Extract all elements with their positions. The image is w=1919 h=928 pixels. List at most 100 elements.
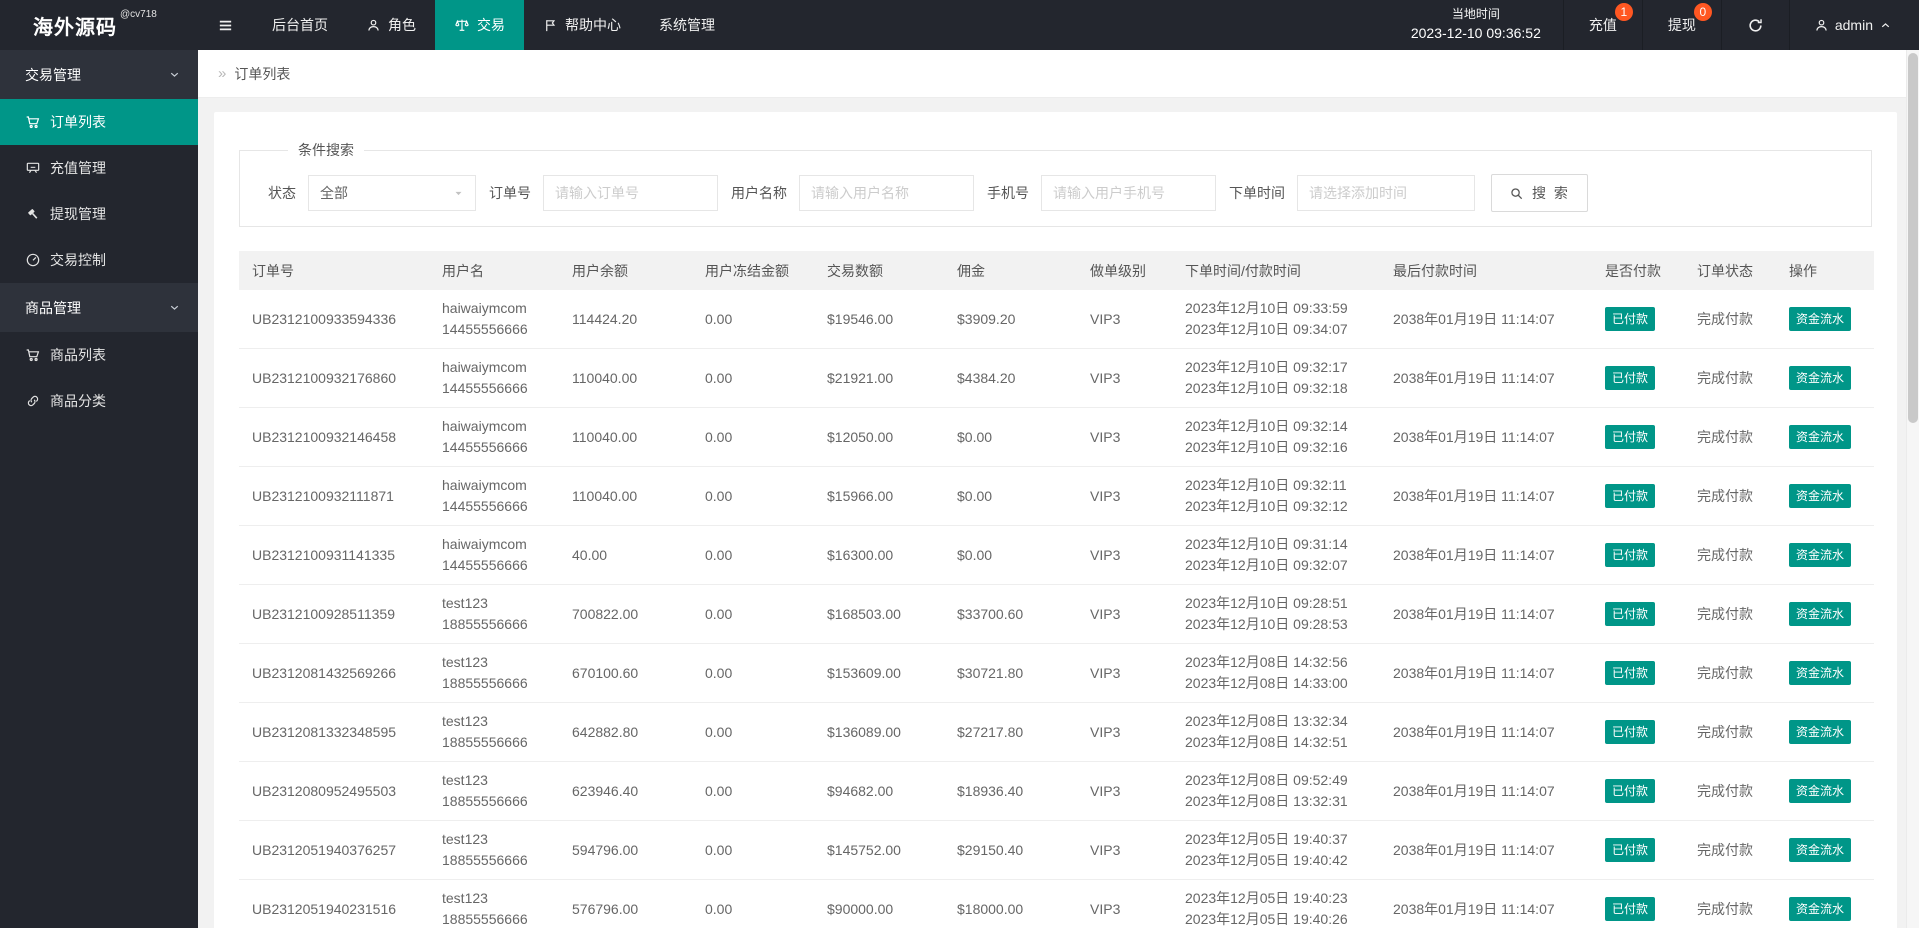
- pay-time: 2023年12月10日 09:32:07: [1185, 557, 1348, 573]
- fund-flow-button[interactable]: 资金流水: [1789, 602, 1852, 626]
- cell-actions: 资金流水: [1776, 820, 1874, 880]
- chevron-down-icon: [168, 68, 181, 81]
- sidebar-item-product-list[interactable]: 商品列表: [0, 332, 198, 378]
- nav-label: 交易: [477, 17, 505, 33]
- cell-paid: 已付款: [1592, 584, 1684, 644]
- cell-level: VIP3: [1077, 348, 1172, 408]
- cell-frozen: 0.00: [692, 525, 814, 585]
- paid-status-badge: 已付款: [1605, 720, 1656, 744]
- user-menu[interactable]: admin: [1788, 0, 1919, 50]
- cell-order-pay-time: 2023年12月05日 19:40:23 2023年12月05日 19:40:2…: [1172, 879, 1380, 928]
- sidebar-group-product-management[interactable]: 商品管理: [0, 283, 198, 332]
- cell-last-pay-time: 2038年01月19日 11:14:07: [1380, 879, 1592, 928]
- nav-label: 系统管理: [659, 17, 715, 33]
- order-time: 2023年12月08日 14:32:56: [1185, 654, 1348, 670]
- cell-amount: $94682.00: [814, 761, 944, 821]
- pay-time: 2023年12月10日 09:28:53: [1185, 616, 1348, 632]
- cell-last-pay-time: 2038年01月19日 11:14:07: [1380, 820, 1592, 880]
- sidebar-item-product-category[interactable]: 商品分类: [0, 378, 198, 424]
- link-icon: [24, 393, 41, 409]
- cell-commission: $33700.60: [944, 584, 1077, 644]
- cell-frozen: 0.00: [692, 466, 814, 526]
- cell-level: VIP3: [1077, 584, 1172, 644]
- cell-paid: 已付款: [1592, 348, 1684, 408]
- gavel-icon: [24, 206, 41, 222]
- withdraw-link[interactable]: 提现 0: [1641, 0, 1721, 50]
- cell-order-no: UB2312100932176860: [239, 348, 429, 408]
- table-header-cell: 用户名: [429, 251, 559, 290]
- fund-flow-button[interactable]: 资金流水: [1789, 307, 1852, 331]
- cell-commission: $0.00: [944, 407, 1077, 467]
- scrollbar-track[interactable]: [1906, 50, 1919, 928]
- user-name: test123: [442, 772, 488, 788]
- cell-order-status: 完成付款: [1684, 348, 1776, 408]
- refresh-button[interactable]: [1720, 0, 1789, 50]
- top-navbar: 海外源码 @cv718 后台首页 角色 交易 帮助中心 系统管理 当地时间 20…: [0, 0, 1919, 50]
- cell-level: VIP3: [1077, 643, 1172, 703]
- user-phone: 14455556666: [442, 498, 528, 514]
- fund-flow-button[interactable]: 资金流水: [1789, 543, 1852, 567]
- search-button[interactable]: 搜 索: [1491, 174, 1588, 212]
- username-input[interactable]: [799, 175, 974, 211]
- status-select[interactable]: 全部: [308, 175, 476, 211]
- cell-actions: 资金流水: [1776, 761, 1874, 821]
- flag-icon: [543, 18, 558, 33]
- cell-user: haiwaiymcom 14455556666: [429, 466, 559, 526]
- user-icon: [366, 18, 381, 33]
- cell-balance: 110040.00: [559, 466, 692, 526]
- nav-item-system[interactable]: 系统管理: [640, 0, 734, 50]
- order-no-input[interactable]: [543, 175, 718, 211]
- nav-item-roles[interactable]: 角色: [347, 0, 435, 50]
- cell-amount: $136089.00: [814, 702, 944, 762]
- cell-order-no: UB2312100928511359: [239, 584, 429, 644]
- table-body: UB2312100933594336 haiwaiymcom 144555566…: [239, 290, 1874, 928]
- paid-status-badge: 已付款: [1605, 543, 1656, 567]
- cell-balance: 642882.80: [559, 702, 692, 762]
- local-time-value: 2023-12-10 09:36:52: [1410, 25, 1541, 42]
- sidebar-toggle-button[interactable]: [198, 0, 253, 50]
- phone-input[interactable]: [1041, 175, 1216, 211]
- cell-amount: $12050.00: [814, 407, 944, 467]
- fund-flow-button[interactable]: 资金流水: [1789, 897, 1852, 921]
- cell-balance: 594796.00: [559, 820, 692, 880]
- cell-commission: $27217.80: [944, 702, 1077, 762]
- user-phone: 18855556666: [442, 675, 528, 691]
- sidebar-group-label: 交易管理: [25, 66, 81, 83]
- sidebar-item-withdraw-management[interactable]: 提现管理: [0, 191, 198, 237]
- fund-flow-button[interactable]: 资金流水: [1789, 425, 1852, 449]
- fund-flow-button[interactable]: 资金流水: [1789, 838, 1852, 862]
- cell-order-pay-time: 2023年12月10日 09:31:14 2023年12月10日 09:32:0…: [1172, 525, 1380, 585]
- fund-flow-button[interactable]: 资金流水: [1789, 366, 1852, 390]
- table-header-cell: 用户冻结金额: [692, 251, 814, 290]
- scrollbar-thumb[interactable]: [1908, 53, 1918, 423]
- table-row: UB2312080952495503 test123 18855556666 6…: [239, 761, 1874, 821]
- fund-flow-button[interactable]: 资金流水: [1789, 720, 1852, 744]
- sidebar-item-trade-control[interactable]: 交易控制: [0, 237, 198, 283]
- search-panel: 条件搜索 状态 全部 订单号 用户名称 手机号 下单时间: [239, 140, 1872, 227]
- fund-flow-button[interactable]: 资金流水: [1789, 484, 1852, 508]
- user-phone: 14455556666: [442, 439, 528, 455]
- sidebar-item-order-list[interactable]: 订单列表: [0, 99, 198, 145]
- nav-item-trade[interactable]: 交易: [435, 0, 524, 50]
- cell-frozen: 0.00: [692, 643, 814, 703]
- board-icon: [24, 160, 41, 176]
- fund-flow-button[interactable]: 资金流水: [1789, 661, 1852, 685]
- cell-user: test123 18855556666: [429, 879, 559, 928]
- sidebar-item-recharge-management[interactable]: 充值管理: [0, 145, 198, 191]
- table-row: UB2312100932176860 haiwaiymcom 144555566…: [239, 348, 1874, 408]
- cell-order-no: UB2312051940231516: [239, 879, 429, 928]
- cell-actions: 资金流水: [1776, 407, 1874, 467]
- cell-order-status: 完成付款: [1684, 879, 1776, 928]
- order-time: 2023年12月10日 09:32:11: [1185, 477, 1347, 493]
- nav-item-help[interactable]: 帮助中心: [524, 0, 640, 50]
- recharge-link[interactable]: 充值 1: [1562, 0, 1642, 50]
- order-time-input[interactable]: [1297, 175, 1475, 211]
- table-header-cell: 用户余额: [559, 251, 692, 290]
- table-header-cell: 最后付款时间: [1380, 251, 1592, 290]
- recharge-label: 充值: [1588, 17, 1617, 33]
- nav-item-dashboard[interactable]: 后台首页: [253, 0, 347, 50]
- sidebar-group-trade-management[interactable]: 交易管理: [0, 50, 198, 99]
- fund-flow-button[interactable]: 资金流水: [1789, 779, 1852, 803]
- cell-frozen: 0.00: [692, 761, 814, 821]
- nav-label: 帮助中心: [565, 17, 621, 33]
